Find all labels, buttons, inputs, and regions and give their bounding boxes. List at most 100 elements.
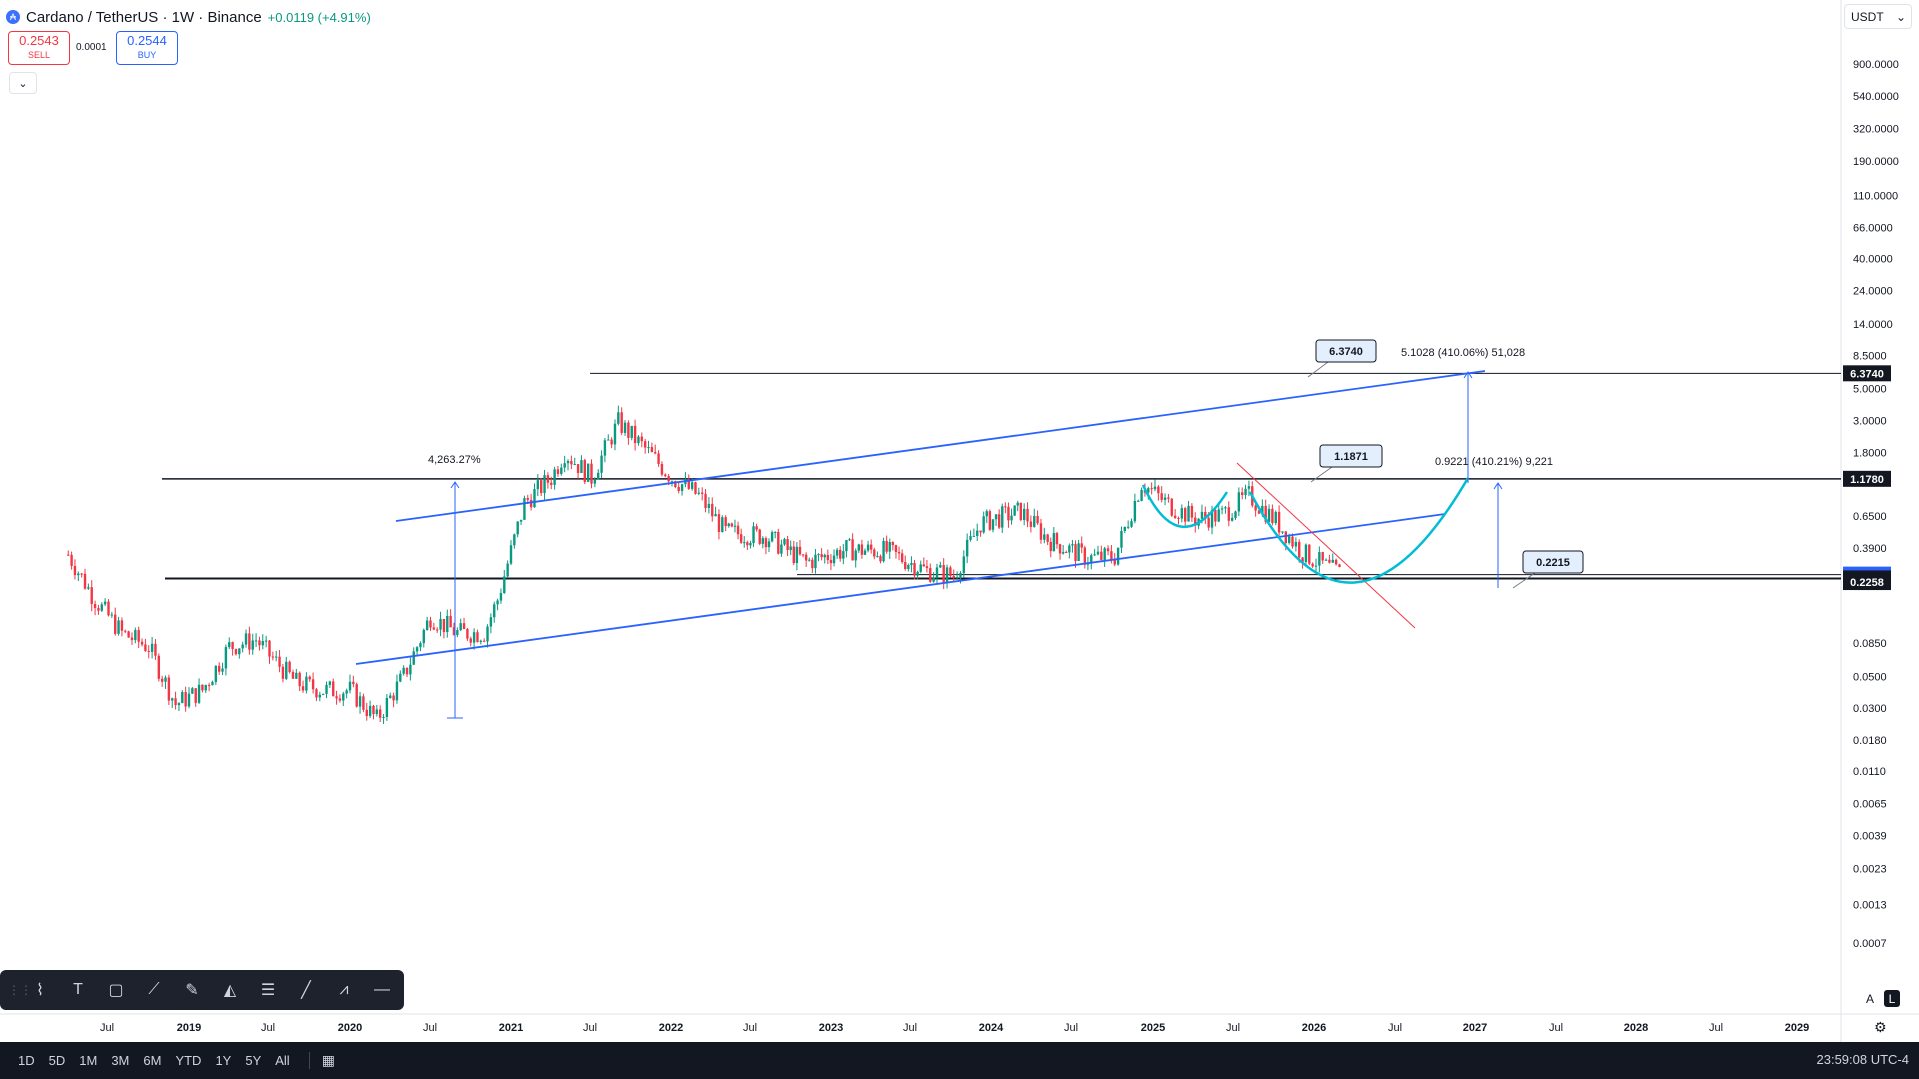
calendar-icon[interactable]: ▦ — [308, 1052, 335, 1069]
candle-body — [647, 447, 650, 449]
range-ytd[interactable]: YTD — [175, 1053, 202, 1068]
candle-body — [845, 540, 848, 552]
candle-body — [503, 576, 506, 594]
candle-body — [110, 614, 114, 616]
candle-body — [130, 637, 134, 641]
range-1y[interactable]: 1Y — [215, 1053, 232, 1068]
candle-body — [362, 696, 365, 710]
price-tick-label: 8.5000 — [1853, 350, 1887, 362]
candle-body — [285, 661, 288, 679]
candle-body — [1227, 507, 1230, 521]
candle-body — [976, 530, 979, 537]
candle-body — [988, 511, 992, 530]
candle-body — [496, 600, 499, 605]
candle-body — [184, 691, 187, 707]
candle-body — [147, 650, 150, 652]
candle-body — [469, 638, 472, 643]
path-tool-icon[interactable]: ⟋ — [148, 981, 160, 998]
callout-support-text: 0.2215 — [1536, 557, 1570, 569]
collapse-chevron-icon[interactable]: ⌄ — [9, 72, 37, 94]
candle-body — [593, 479, 597, 484]
candle-body — [1001, 506, 1004, 528]
symbol-title[interactable]: Cardano / TetherUS · 1W · Binance — [26, 8, 262, 26]
price-tick-label: 0.3900 — [1853, 543, 1887, 555]
eraser-tool-icon[interactable]: ◭ — [223, 982, 237, 999]
candle-body — [97, 608, 100, 611]
range-5d[interactable]: 5D — [48, 1053, 66, 1068]
candle-body — [539, 480, 543, 494]
grip-handle-icon[interactable]: ⋮⋮ — [8, 983, 32, 997]
price-tick-label: 40.0000 — [1853, 254, 1893, 266]
currency-selector[interactable]: USDT ⌄ — [1844, 4, 1912, 29]
candle-body — [509, 545, 513, 564]
candle-body — [154, 643, 157, 656]
range-1m[interactable]: 1M — [79, 1053, 98, 1068]
candle-body — [1170, 498, 1173, 516]
price-tick-label: 5.0000 — [1853, 383, 1887, 395]
highlighter-tool-icon[interactable]: ✎ — [185, 982, 199, 999]
settings-gear-icon[interactable]: ⚙ — [1874, 1019, 1887, 1035]
candle-body — [234, 649, 238, 655]
candle-body — [1116, 547, 1120, 565]
target-label-mid: 0.9221 (410.21%) 9,221 — [1435, 456, 1553, 468]
candle-body — [422, 629, 425, 644]
auto-scale-button[interactable]: A — [1865, 991, 1874, 1006]
price-tick-label: 0.0023 — [1853, 864, 1887, 876]
candle-body — [321, 693, 325, 695]
trendline-tool-icon[interactable]: ╱ — [301, 982, 311, 999]
candle-body — [378, 709, 382, 718]
sell-price: 0.2543 — [19, 33, 59, 48]
time-tick-label: 2019 — [177, 1022, 201, 1034]
candle-body — [449, 615, 452, 628]
price-tick-label: 0.6500 — [1853, 511, 1887, 523]
candle-body — [1039, 523, 1043, 540]
candle-body — [1294, 541, 1298, 547]
candle-body — [637, 436, 640, 444]
price-axis-tag — [1843, 470, 1891, 487]
candle-body — [1301, 557, 1304, 563]
candle-body — [191, 688, 194, 694]
candle-body — [157, 655, 161, 679]
candle-body — [1029, 521, 1033, 527]
log-scale-button[interactable]: L — [1884, 990, 1900, 1007]
candle-body — [1338, 564, 1341, 568]
candle-body — [332, 681, 335, 697]
handle-curve — [1141, 484, 1229, 529]
candle-body — [894, 545, 898, 552]
horizontal-line-tool-icon[interactable]: — — [374, 981, 390, 998]
time-tick-label: 2027 — [1463, 1022, 1487, 1034]
candle-body — [869, 544, 873, 550]
sell-button[interactable]: 0.2543 SELL — [8, 31, 70, 65]
candle-body — [660, 463, 664, 475]
candle-body — [335, 696, 338, 699]
candle-body — [100, 604, 103, 611]
buy-button[interactable]: 0.2544 BUY — [116, 31, 178, 65]
candle-body — [171, 698, 174, 701]
callout-tool-icon[interactable]: ▢ — [108, 982, 124, 999]
range-all[interactable]: All — [275, 1053, 290, 1068]
candle-body — [851, 539, 854, 561]
candle-body — [93, 603, 97, 609]
range-3m[interactable]: 3M — [111, 1053, 130, 1068]
candle-body — [1331, 559, 1334, 563]
callout-support-box — [1522, 550, 1584, 574]
fib-tool-icon[interactable]: ☰ — [260, 982, 276, 999]
candle-body — [516, 521, 519, 535]
callout-resistance-pointer — [1310, 466, 1333, 483]
brush-tool-icon[interactable]: ⌇ — [36, 982, 44, 999]
range-1d[interactable]: 1D — [18, 1053, 35, 1068]
range-6m[interactable]: 6M — [143, 1053, 162, 1068]
candle-body — [251, 640, 254, 650]
candle-body — [657, 453, 660, 464]
candle-body — [1224, 507, 1227, 509]
candle-body — [295, 672, 298, 679]
candle-body — [1194, 517, 1197, 526]
text-tool-icon[interactable]: T — [73, 981, 83, 998]
pattern-tool-icon[interactable]: ⩘ — [339, 981, 349, 998]
range-5y[interactable]: 5Y — [245, 1053, 262, 1068]
candle-body — [972, 536, 976, 538]
candle-body — [120, 620, 124, 631]
price-tick-label: 0.0007 — [1853, 938, 1887, 950]
candle-body — [1055, 533, 1059, 545]
